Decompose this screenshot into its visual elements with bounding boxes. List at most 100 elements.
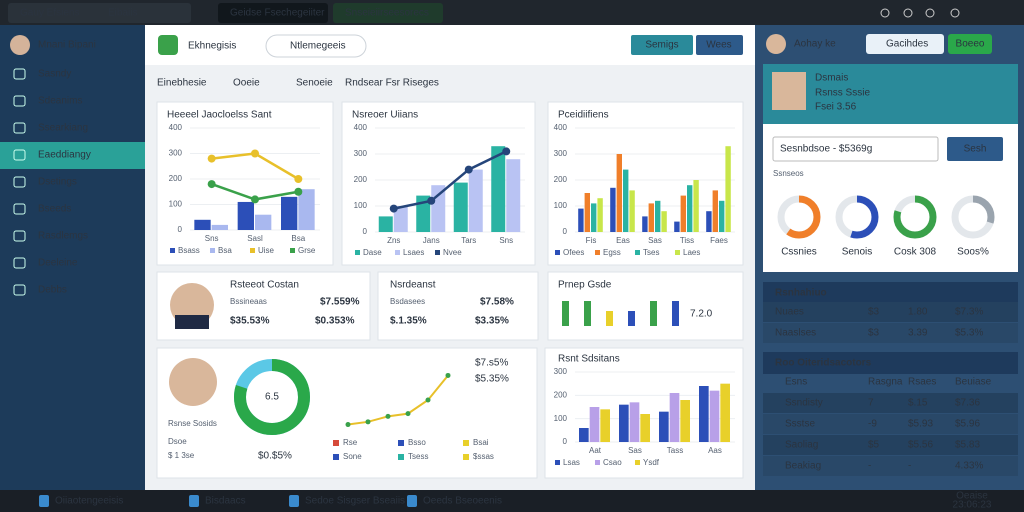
- kpi-label: Bsdasees: [390, 297, 425, 306]
- tab-title[interactable]: Gauy Efsiens: [20, 8, 79, 19]
- legend-swatch: [463, 454, 469, 460]
- point: [464, 165, 473, 174]
- legend-label: Nvee: [443, 248, 462, 257]
- nav-item[interactable]: Sasndy: [38, 69, 71, 80]
- y-tick-label: 200: [169, 174, 183, 183]
- table-cell: $5.56: [908, 440, 933, 451]
- photo: [772, 72, 806, 110]
- nav-icon: [13, 176, 26, 188]
- table-row: [763, 302, 1018, 322]
- pill-label[interactable]: Gacihdes: [886, 39, 928, 50]
- card-title: Dsmais: [815, 73, 848, 84]
- clock: 23:06:23: [953, 500, 992, 511]
- nav-icon: [13, 149, 26, 161]
- kpi-title: Prnep Gsde: [558, 280, 612, 291]
- table-cell: $5.96: [955, 419, 980, 430]
- page-title: Ekhnegisis: [188, 41, 236, 52]
- nav-item[interactable]: Ssearkiang: [38, 123, 88, 134]
- table-cell: $7.36: [955, 398, 980, 409]
- y-tick-label: 400: [169, 123, 183, 132]
- nav-item[interactable]: Debbs: [38, 285, 67, 296]
- legend-label: Sone: [343, 452, 362, 461]
- tab-title[interactable]: Geidse Fsechegeiiter: [230, 8, 325, 19]
- chart-title: Heeeel Jaocloelss Sant: [167, 110, 272, 121]
- filter-tab[interactable]: Senoeie: [296, 78, 333, 89]
- gauge-arc: [951, 195, 995, 239]
- point: [294, 175, 303, 183]
- taskbar: [0, 490, 1024, 512]
- point: [251, 195, 259, 204]
- taskbar-item[interactable]: Oiiaotengeeisis: [55, 496, 123, 507]
- trend-label: $7.s5%: [475, 358, 508, 369]
- bar: [719, 200, 725, 232]
- legend-swatch: [595, 250, 600, 255]
- trend-point: [425, 397, 431, 403]
- point: [427, 196, 436, 205]
- tab-title[interactable]: Snseieiirseesorecs: [345, 8, 429, 19]
- nav-item[interactable]: Sdeanims: [38, 96, 82, 107]
- bar: [725, 146, 731, 232]
- bar: [642, 216, 648, 232]
- legend-swatch: [398, 440, 404, 446]
- legend-swatch: [635, 460, 640, 465]
- card: [156, 101, 334, 266]
- tab-title[interactable]: Eibaiis: [108, 8, 137, 19]
- legend-label: Csao: [603, 458, 622, 467]
- select-text[interactable]: Sesnbdsoe - $5369g: [780, 144, 872, 155]
- nav-item[interactable]: Bseeds: [38, 204, 71, 215]
- gauge-arc: [777, 195, 821, 239]
- y-tick-label: 200: [554, 390, 568, 399]
- x-tick-label: Sas: [628, 446, 642, 455]
- legend-swatch: [635, 250, 640, 255]
- trend-point: [385, 413, 391, 419]
- donut-label: 6.5: [265, 392, 279, 403]
- card-line: Fsei 3.56: [815, 102, 857, 113]
- bar: [579, 428, 589, 442]
- legend-label: Uise: [258, 246, 275, 255]
- nav-icon: [13, 230, 26, 242]
- filter-tab[interactable]: Ooeie: [233, 78, 260, 89]
- button: [947, 137, 1003, 161]
- filter-tab[interactable]: Rndsear Fsr Riseges: [345, 78, 439, 89]
- app-icon: [289, 495, 299, 507]
- button: [696, 35, 743, 55]
- x-tick-label: Sas: [648, 236, 662, 245]
- point: [207, 180, 216, 189]
- nav-item[interactable]: Eaeddiangy: [38, 150, 91, 161]
- person-pct: $0.$5%: [258, 451, 292, 462]
- bar: [255, 214, 272, 230]
- gauge-arc: [835, 195, 879, 239]
- button: [948, 34, 992, 54]
- table-cell: $3: [868, 307, 880, 318]
- chart-title: Rsnt Sdsitans: [558, 354, 620, 365]
- button-label[interactable]: Wees: [706, 40, 731, 51]
- legend-label: Tsess: [408, 452, 428, 461]
- nav-item[interactable]: Dsetings: [38, 177, 77, 188]
- bar: [693, 180, 699, 232]
- search-text[interactable]: Ntlemegeeis: [290, 41, 346, 52]
- clock: Oeaise: [956, 491, 988, 502]
- button-label[interactable]: Semigs: [645, 40, 678, 51]
- taskbar-item[interactable]: Oeeds Bseoeenis: [423, 496, 502, 507]
- bar: [659, 411, 669, 442]
- table-cell: Beakiag: [785, 461, 821, 472]
- table-title: Rsnhahiuo: [775, 288, 827, 299]
- taskbar-item[interactable]: Sedoe Sisgser Bseaiis: [305, 496, 405, 507]
- legend-label: Lsaes: [403, 248, 424, 257]
- section-title: Einebhesie: [157, 78, 207, 89]
- button-label[interactable]: Boeeo: [956, 39, 985, 50]
- bar: [720, 383, 730, 442]
- legend-swatch: [210, 248, 215, 253]
- nav-item[interactable]: Rasdlemgs: [38, 231, 88, 242]
- x-tick-label: Faes: [710, 236, 728, 245]
- table-cell: 7: [868, 398, 874, 409]
- legend-swatch: [555, 250, 560, 255]
- button-label[interactable]: Sesh: [964, 144, 987, 155]
- legend-swatch: [355, 250, 360, 255]
- legend-swatch: [170, 248, 175, 253]
- taskbar-item[interactable]: Bisdaacs: [205, 496, 246, 507]
- gauge-label: Cosk 308: [894, 247, 937, 258]
- button: [631, 35, 693, 55]
- nav-item[interactable]: Deeleine: [38, 258, 78, 269]
- person-role: Dsoe: [168, 437, 187, 446]
